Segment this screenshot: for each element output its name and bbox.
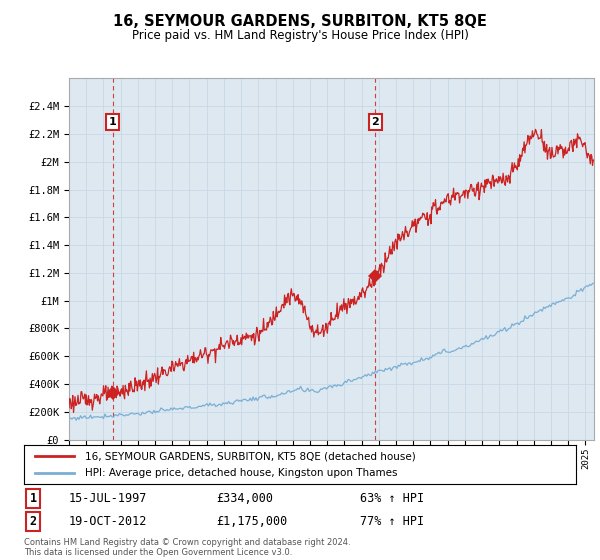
Text: Price paid vs. HM Land Registry's House Price Index (HPI): Price paid vs. HM Land Registry's House …	[131, 29, 469, 42]
Text: 16, SEYMOUR GARDENS, SURBITON, KT5 8QE: 16, SEYMOUR GARDENS, SURBITON, KT5 8QE	[113, 14, 487, 29]
Text: 2: 2	[371, 116, 379, 127]
Text: 19-OCT-2012: 19-OCT-2012	[69, 515, 148, 529]
Text: £1,175,000: £1,175,000	[216, 515, 287, 529]
Text: 1: 1	[109, 116, 116, 127]
Text: 63% ↑ HPI: 63% ↑ HPI	[360, 492, 424, 505]
Text: 1: 1	[29, 492, 37, 505]
Text: Contains HM Land Registry data © Crown copyright and database right 2024.
This d: Contains HM Land Registry data © Crown c…	[24, 538, 350, 557]
Text: 15-JUL-1997: 15-JUL-1997	[69, 492, 148, 505]
Text: 2: 2	[29, 515, 37, 529]
Text: 77% ↑ HPI: 77% ↑ HPI	[360, 515, 424, 529]
Text: £334,000: £334,000	[216, 492, 273, 505]
Text: HPI: Average price, detached house, Kingston upon Thames: HPI: Average price, detached house, King…	[85, 468, 397, 478]
Text: 16, SEYMOUR GARDENS, SURBITON, KT5 8QE (detached house): 16, SEYMOUR GARDENS, SURBITON, KT5 8QE (…	[85, 452, 415, 462]
